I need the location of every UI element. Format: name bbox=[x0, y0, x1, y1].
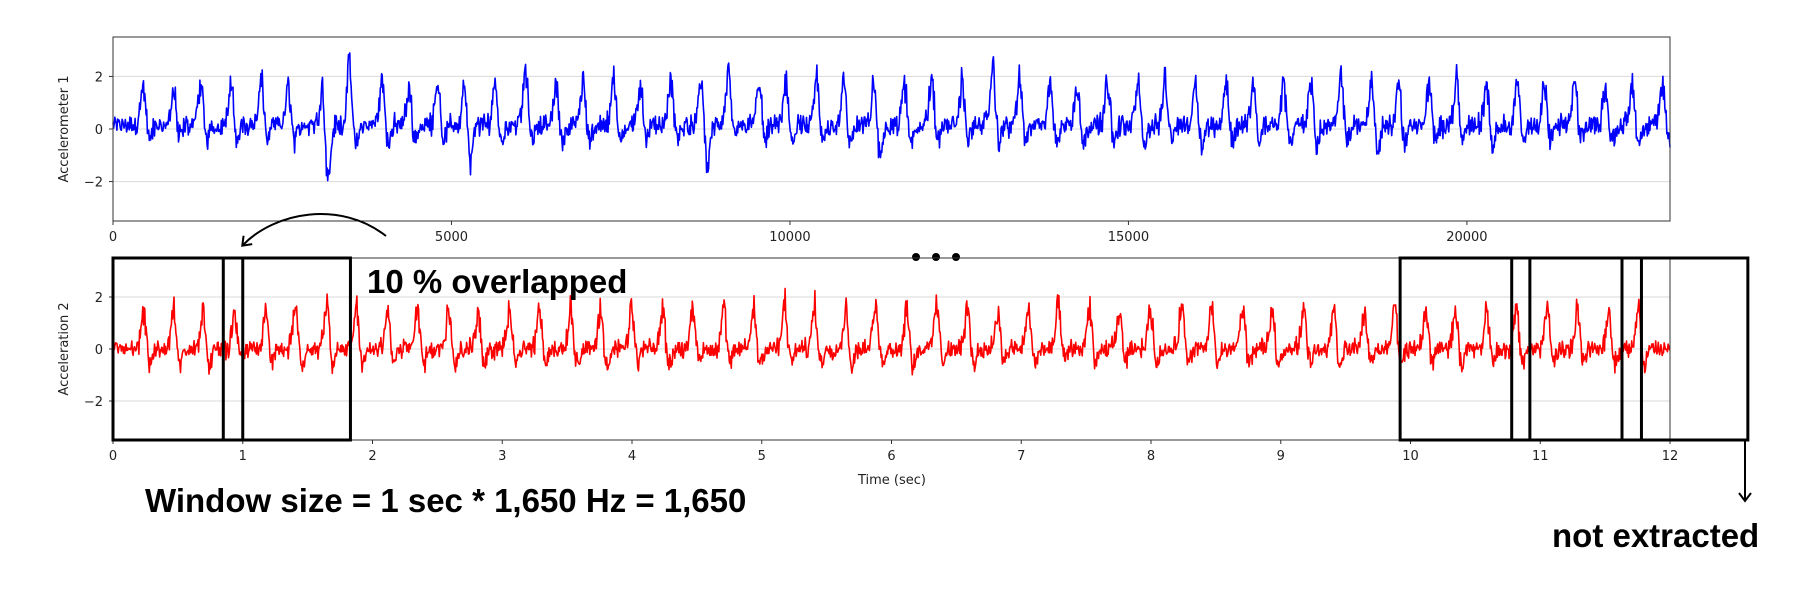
bottom-x-tick-label: 3 bbox=[498, 449, 506, 464]
bottom-x-tick-label: 6 bbox=[887, 449, 895, 464]
accelerometer-1-panel: 0 5000 10000 15000 20000 2 0 −2 Accelerometer … bbox=[57, 36, 1671, 245]
acceleration-2-panel: 0 1 2 3 4 5 6 7 8 9 10 11 12 20−2 Acceleration 2 Tim… bbox=[57, 256, 1750, 488]
window-box bbox=[221, 256, 352, 442]
top-y-tick-label: 0 bbox=[95, 123, 103, 138]
window-boxes bbox=[111, 256, 1750, 442]
top-y-axis-label: Accelerometer 1 bbox=[57, 75, 72, 182]
top-y-tick-labels: 2 0 −2 bbox=[84, 70, 113, 191]
top-x-tick-label: 5000 bbox=[435, 230, 468, 245]
bottom-y-axis-label: Acceleration 2 bbox=[57, 302, 72, 395]
bottom-x-tick-label: 12 bbox=[1662, 449, 1679, 464]
bottom-y-tick-labels: 2 0 −2 bbox=[84, 291, 113, 410]
ellipsis-dots bbox=[912, 253, 960, 261]
bottom-x-tick-label: 8 bbox=[1147, 449, 1155, 464]
window-box bbox=[1510, 256, 1643, 442]
top-y-tick-label: 2 bbox=[95, 70, 103, 85]
top-x-tick-label: 10000 bbox=[769, 230, 810, 245]
window-size-annotation: Window size = 1 sec * 1,650 Hz = 1,650 bbox=[145, 482, 746, 519]
bottom-y-tick-label: 2 bbox=[95, 291, 103, 306]
accelerometer-1-signal-line bbox=[112, 52, 1671, 182]
bottom-x-tick-label: 5 bbox=[758, 449, 766, 464]
bottom-x-tick-label: 10 bbox=[1402, 449, 1419, 464]
window-box bbox=[1398, 256, 1532, 442]
window-box bbox=[111, 256, 245, 442]
bottom-y-tick-label: −2 bbox=[84, 395, 103, 410]
not-extracted-annotation: not extracted bbox=[1552, 517, 1759, 554]
bottom-x-tick-label: 11 bbox=[1532, 449, 1549, 464]
overlap-curved-arrow bbox=[241, 213, 387, 247]
top-x-tick-label: 20000 bbox=[1446, 230, 1487, 245]
bottom-x-tick-label: 1 bbox=[239, 449, 247, 464]
bottom-x-tick-label: 0 bbox=[109, 449, 117, 464]
top-x-tick-label: 15000 bbox=[1108, 230, 1149, 245]
bottom-x-tick-label: 9 bbox=[1277, 449, 1285, 464]
top-y-tick-label: −2 bbox=[84, 176, 103, 191]
bottom-y-tick-label: 0 bbox=[95, 343, 103, 358]
top-x-tick-label: 0 bbox=[109, 230, 117, 245]
overlap-annotation: 10 % overlapped bbox=[367, 263, 627, 300]
bottom-x-tick-label: 4 bbox=[628, 449, 636, 464]
bottom-x-tick-label: 2 bbox=[368, 449, 376, 464]
bottom-x-tick-label: 7 bbox=[1017, 449, 1025, 464]
top-x-tick-labels: 0 5000 10000 15000 20000 bbox=[109, 221, 1488, 245]
window-box bbox=[1620, 256, 1750, 442]
acceleration-2-signal-line bbox=[112, 287, 1671, 376]
bottom-x-axis-label: Time (sec) bbox=[857, 473, 926, 488]
bottom-x-tick-labels: 0 1 2 3 4 5 6 7 8 9 10 11 12 bbox=[109, 440, 1678, 464]
